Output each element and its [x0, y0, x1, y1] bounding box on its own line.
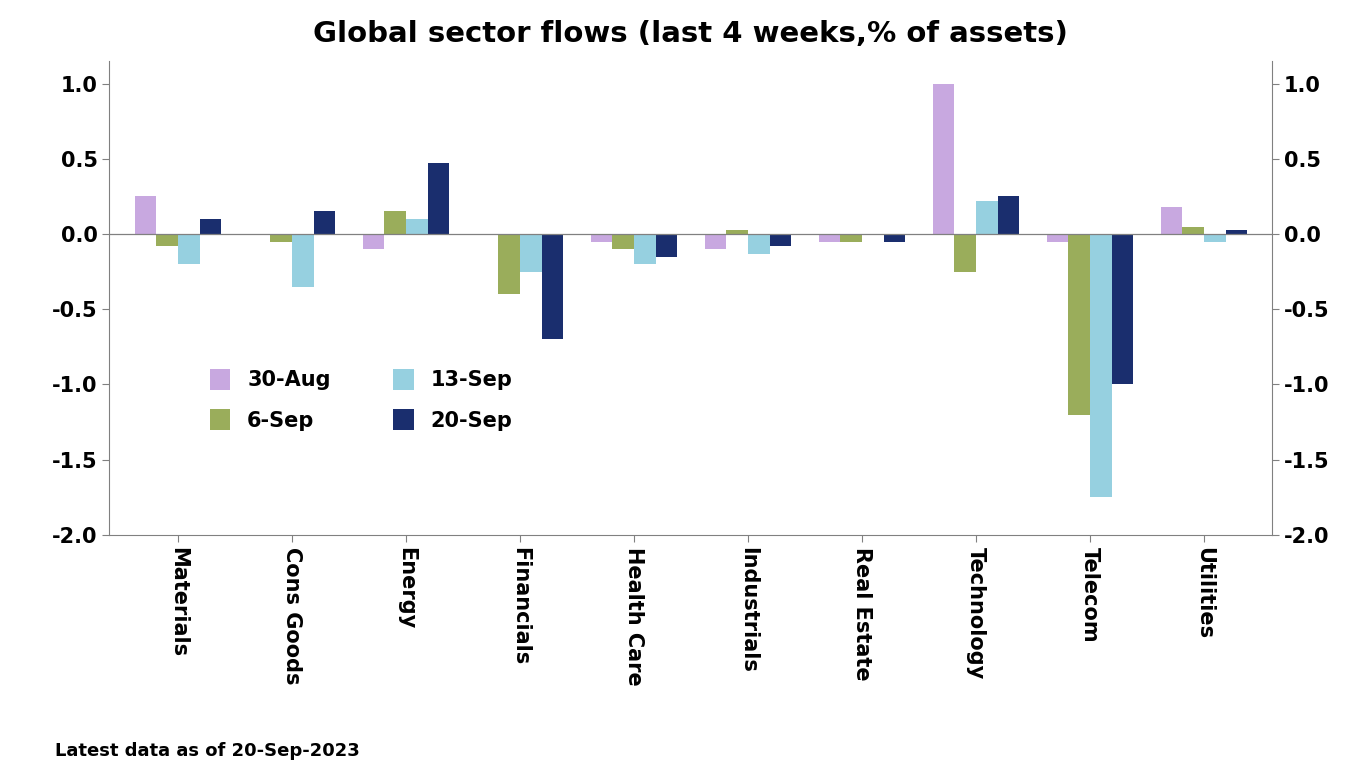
- Bar: [406, 219, 427, 234]
- Bar: [726, 229, 748, 234]
- Bar: [955, 234, 975, 272]
- Bar: [705, 234, 726, 249]
- Bar: [997, 196, 1019, 234]
- Bar: [591, 234, 611, 241]
- Bar: [840, 234, 862, 241]
- Bar: [933, 84, 955, 234]
- Bar: [291, 234, 313, 286]
- Bar: [1182, 227, 1204, 234]
- Bar: [200, 219, 222, 234]
- Bar: [613, 234, 633, 249]
- Bar: [1111, 234, 1133, 384]
- Legend: 30-Aug, 6-Sep, 13-Sep, 20-Sep: 30-Aug, 6-Sep, 13-Sep, 20-Sep: [201, 361, 521, 439]
- Bar: [975, 201, 997, 234]
- Bar: [498, 234, 520, 294]
- Bar: [1068, 234, 1090, 415]
- Bar: [1090, 234, 1111, 497]
- Bar: [884, 234, 906, 241]
- Bar: [1226, 229, 1248, 234]
- Bar: [818, 234, 840, 241]
- Bar: [769, 234, 791, 246]
- Bar: [520, 234, 542, 272]
- Bar: [384, 212, 406, 234]
- Bar: [363, 234, 384, 249]
- Bar: [178, 234, 200, 264]
- Bar: [1047, 234, 1068, 241]
- Bar: [134, 196, 156, 234]
- Text: Latest data as of 20-Sep-2023: Latest data as of 20-Sep-2023: [55, 742, 360, 760]
- Bar: [542, 234, 564, 339]
- Bar: [156, 234, 178, 246]
- Title: Global sector flows (last 4 weeks,% of assets): Global sector flows (last 4 weeks,% of a…: [313, 20, 1068, 47]
- Bar: [1204, 234, 1226, 241]
- Bar: [269, 234, 291, 241]
- Bar: [313, 212, 335, 234]
- Bar: [427, 163, 449, 234]
- Bar: [1160, 207, 1182, 234]
- Bar: [633, 234, 655, 264]
- Bar: [655, 234, 677, 257]
- Bar: [748, 234, 770, 254]
